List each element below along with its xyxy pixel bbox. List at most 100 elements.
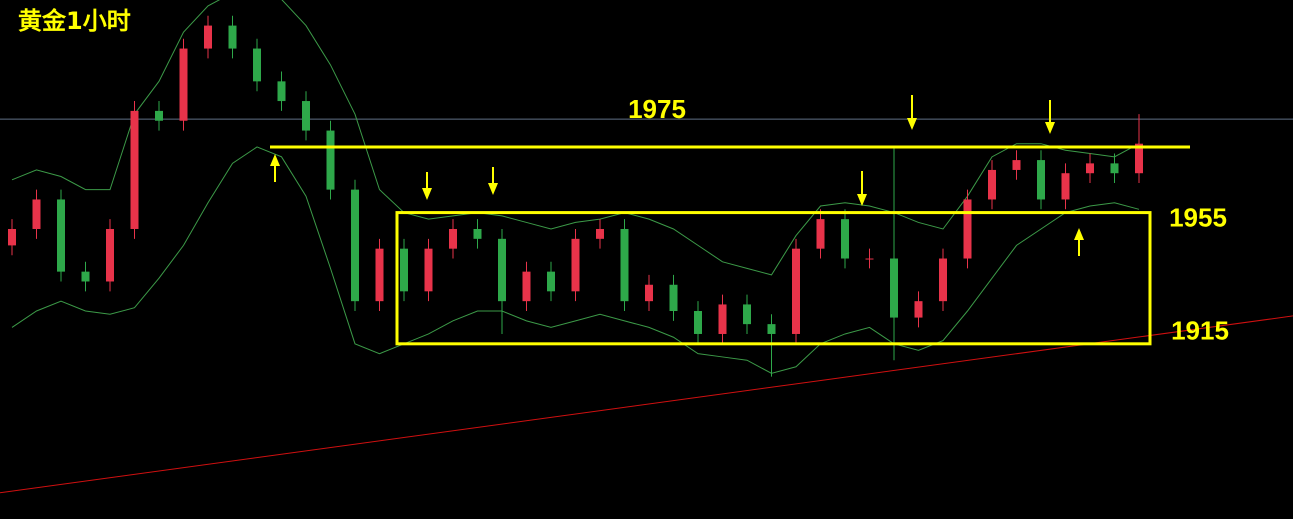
- candle-body: [596, 228, 604, 239]
- arrow-up: [270, 154, 280, 182]
- candle: [767, 314, 776, 377]
- candle: [669, 274, 678, 321]
- candle-body: [204, 25, 212, 49]
- candle: [375, 238, 384, 312]
- bollinger-band: [11, 0, 1140, 276]
- candle-body: [473, 228, 482, 239]
- candle-body: [669, 284, 678, 312]
- candle-body: [400, 248, 408, 292]
- candle-body: [914, 301, 923, 318]
- candle-body: [694, 311, 702, 334]
- candle: [8, 219, 16, 256]
- candle-body: [620, 228, 629, 302]
- candle: [179, 38, 188, 131]
- arrow-down: [907, 95, 917, 130]
- candle-body: [1135, 143, 1143, 174]
- candle: [498, 228, 506, 334]
- candle: [106, 219, 114, 292]
- candle: [32, 189, 41, 239]
- candle: [1135, 114, 1143, 184]
- candle-body: [1037, 160, 1045, 200]
- candle: [155, 101, 163, 131]
- candle-body: [130, 110, 139, 229]
- candle: [988, 160, 996, 210]
- candle-body: [743, 304, 751, 325]
- candle-body: [8, 228, 16, 246]
- arrow-down: [857, 171, 867, 206]
- candle-body: [963, 199, 972, 259]
- candle: [547, 261, 555, 302]
- candle-body: [1110, 163, 1119, 174]
- candle-body: [767, 324, 776, 334]
- candle-body: [424, 248, 433, 292]
- chart-title: 黄金1小时: [18, 7, 131, 35]
- arrow-down: [422, 172, 432, 200]
- candle: [449, 219, 457, 259]
- candle: [1110, 153, 1119, 184]
- candle: [718, 294, 727, 344]
- candle-body: [498, 238, 506, 302]
- candle-body: [57, 199, 65, 272]
- candle-body: [939, 258, 947, 302]
- candle: [645, 274, 653, 312]
- range-box: [395, 211, 1152, 346]
- candle-body: [326, 130, 335, 190]
- candle: [57, 189, 65, 282]
- candle: [522, 261, 531, 312]
- candle-body: [988, 169, 996, 200]
- candle-body: [351, 189, 359, 302]
- candle: [694, 301, 702, 344]
- candle-body: [645, 284, 653, 302]
- candle-body: [1086, 163, 1094, 174]
- candle: [253, 38, 261, 92]
- candle-body: [449, 228, 457, 249]
- candle: [277, 71, 286, 111]
- candle-body: [841, 219, 849, 259]
- candle-body: [1061, 173, 1070, 200]
- level-label: 1915: [1171, 316, 1229, 346]
- candle-body: [106, 228, 114, 282]
- candle: [351, 179, 359, 312]
- candle: [963, 189, 972, 269]
- candle: [130, 101, 139, 239]
- candle: [1086, 153, 1094, 184]
- level-label: 1955: [1169, 202, 1227, 232]
- candle-body: [522, 271, 531, 302]
- candle-body: [253, 48, 261, 82]
- candle: [1037, 150, 1045, 210]
- candle-body: [277, 81, 286, 102]
- candle: [473, 219, 482, 249]
- annotation-arrows: [270, 95, 1084, 256]
- arrow-down: [1045, 100, 1055, 134]
- candle-body: [792, 248, 800, 334]
- candle: [841, 209, 849, 269]
- candle: [400, 238, 408, 302]
- candle-body: [571, 238, 580, 292]
- candle-body: [81, 271, 90, 282]
- candle-body: [32, 199, 41, 229]
- candle: [302, 91, 310, 141]
- bollinger-band: [11, 146, 1140, 374]
- candle: [424, 238, 433, 302]
- candle-body: [718, 304, 727, 334]
- candle: [228, 15, 237, 59]
- candle-body: [155, 110, 163, 121]
- candle-body: [547, 271, 555, 292]
- candle: [792, 238, 800, 344]
- candle-body: [228, 25, 237, 49]
- candle: [596, 219, 604, 249]
- candle: [81, 261, 90, 292]
- candle: [326, 120, 335, 200]
- arrow-down: [488, 167, 498, 195]
- candle: [571, 228, 580, 302]
- candle: [620, 219, 629, 312]
- candle: [743, 294, 751, 334]
- candle-body: [816, 219, 825, 249]
- candle: [1061, 163, 1070, 210]
- candle: [1012, 150, 1021, 180]
- arrow-up: [1074, 228, 1084, 256]
- candle: [816, 209, 825, 259]
- candle: [865, 248, 874, 269]
- candle: [939, 248, 947, 312]
- candle-body: [302, 101, 310, 131]
